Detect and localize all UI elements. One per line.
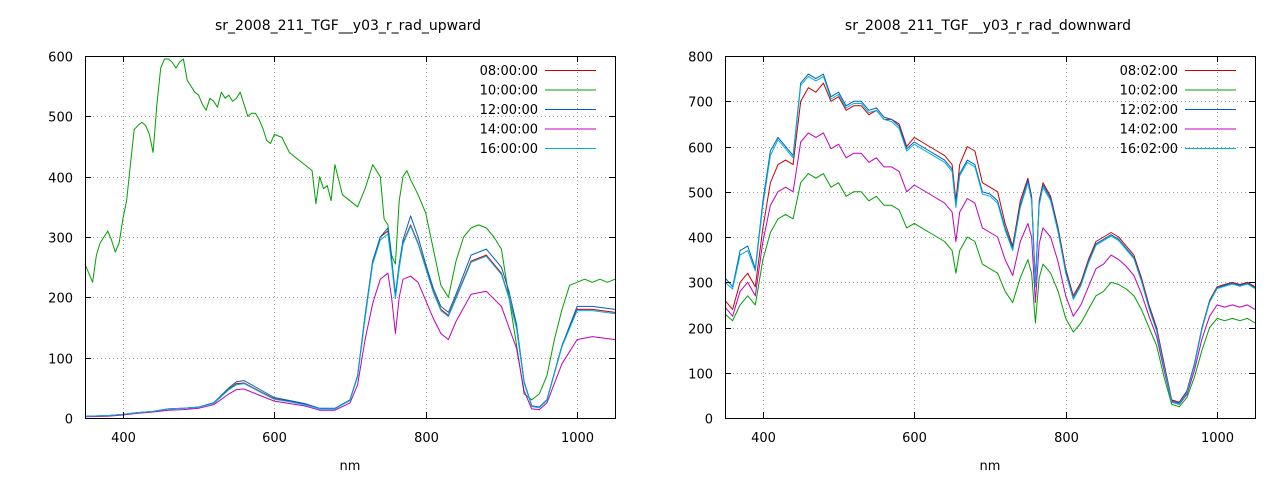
chart-2-x-tick-label: 400 [751,431,776,446]
chart-1-legend-label: 10:00:00 [480,84,538,99]
chart-2-title: sr_2008_211_TGF__y03_r_rad_downward [845,18,1131,34]
chart-1-y-tick-label: 100 [48,353,73,368]
chart-2-y-tick-label: 800 [688,51,713,66]
chart-2-x-tick-label: 800 [1054,431,1079,446]
chart-2-y-tick-label: 100 [688,368,713,383]
chart-2-y-tick-label: 300 [688,277,713,292]
chart-1-series-line-100000 [84,58,616,401]
chart-2-series-line-160200 [724,75,1256,405]
chart-2-x-tick-label: 600 [902,431,927,446]
chart-2-x-axis-label: nm [980,459,1001,474]
chart-1-series-line-140000 [84,272,616,418]
chart-1-title: sr_2008_211_TGF__y03_r_rad_upward [215,18,481,34]
chart-2-legend-label: 14:02:00 [1120,123,1178,138]
chart-2-legend-label: 10:02:00 [1120,84,1178,99]
chart-1-series-line-160000 [84,225,616,417]
chart-1-x-tick-label: 600 [262,431,287,446]
chart-1-series-line-080000 [84,224,616,417]
chart-2-legend-label: 12:02:00 [1120,103,1178,118]
chart-2-y-tick-label: 0 [705,413,713,428]
chart-2: 400 600 800 1000 0 100 200 300 400 500 600 700 800 sr… [688,18,1256,474]
chart-1-legend: 08:00:00 10:00:00 12:00:00 14:00:00 16:00:00 [480,64,596,157]
chart-1-x-tick-label: 1000 [561,431,594,446]
chart-2-y-tick-label: 200 [688,323,713,338]
chart-1: 400 600 800 1000 0 100 200 300 400 500 600 sr_2008_… [48,18,616,474]
chart-1-series-line-120000 [84,215,616,417]
chart-2-x-tick-label: 1000 [1201,431,1234,446]
chart-1-x-axis-label: nm [340,459,361,474]
chart-2-y-tick-label: 700 [688,96,713,111]
chart-1-x-tick-label: 400 [111,431,136,446]
chart-2-legend-label: 16:02:00 [1120,142,1178,157]
chart-1-legend-label: 12:00:00 [480,103,538,118]
chart-2-legend-label: 08:02:00 [1120,64,1178,79]
chart-1-y-tick-label: 400 [48,172,73,187]
chart-2-legend: 08:02:00 10:02:00 12:02:00 14:02:00 16:02:00 [1120,64,1236,157]
chart-2-series-line-100200 [724,173,1256,408]
chart-2-y-tick-label: 400 [688,232,713,247]
chart-2-y-tick-label: 600 [688,142,713,157]
chart-2-series-line-140200 [724,132,1256,405]
chart-1-y-tick-label: 600 [48,51,73,66]
chart-2-y-tick-label: 500 [688,187,713,202]
chart-1-y-tick-label: 0 [65,413,73,428]
chart-1-x-tick-label: 800 [414,431,439,446]
chart-1-y-tick-label: 300 [48,232,73,247]
chart-1-legend-label: 08:00:00 [480,64,538,79]
chart-1-legend-label: 14:00:00 [480,123,538,138]
chart-1-legend-label: 16:00:00 [480,142,538,157]
chart-1-y-tick-label: 200 [48,292,73,307]
chart-1-y-tick-label: 500 [48,111,73,126]
